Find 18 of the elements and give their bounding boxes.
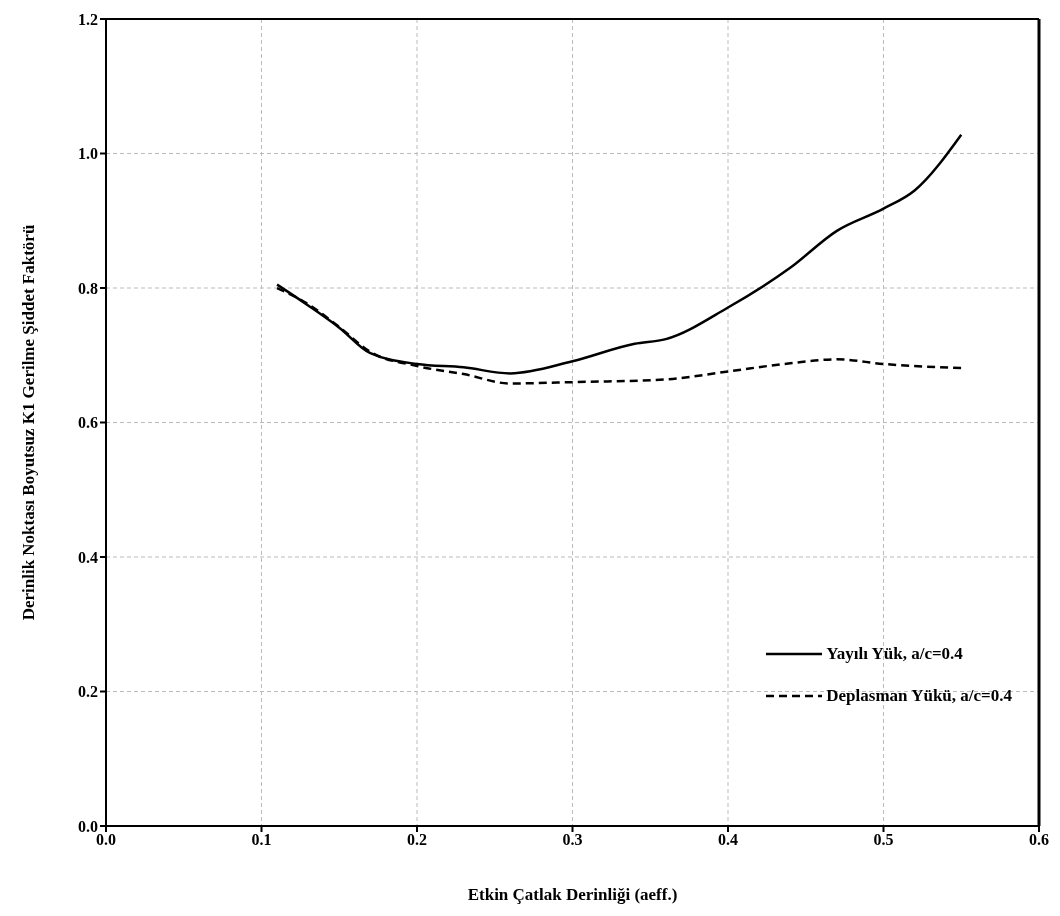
- x-tick-label: 0.0: [96, 831, 116, 849]
- y-tick-label: 1.2: [78, 10, 98, 28]
- y-tick-label: 0.8: [78, 279, 98, 297]
- legend-label: Yayılı Yük, a/c=0.4: [826, 644, 963, 664]
- y-tick-label: 0.4: [78, 548, 98, 566]
- legend-label: Deplasman Yükü, a/c=0.4: [826, 686, 1012, 706]
- x-tick-label: 0.6: [1029, 831, 1049, 849]
- y-tick-label: 0.2: [78, 683, 98, 701]
- x-axis-title: Etkin Çatlak Derinliği (aeff.): [467, 885, 678, 904]
- x-tick-label: 0.1: [251, 831, 272, 849]
- x-tick-label: 0.4: [718, 831, 738, 849]
- y-tick-label: 0.0: [78, 817, 98, 835]
- y-tick-label: 0.6: [78, 414, 98, 432]
- x-tick-label: 0.3: [562, 831, 583, 849]
- y-axis-title: Derinlik Noktası Boyutsuz K1 Gerilme Şiddet Faktörü: [19, 224, 39, 621]
- x-tick-label: 0.5: [873, 831, 894, 849]
- x-tick-label: 0.2: [407, 831, 427, 849]
- y-tick-label: 1.0: [78, 145, 98, 163]
